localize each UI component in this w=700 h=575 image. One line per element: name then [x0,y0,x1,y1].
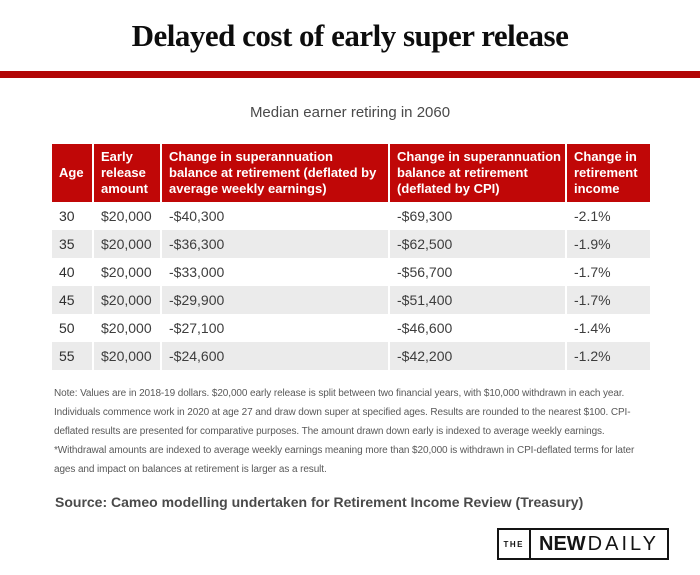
cell-age: 40 [59,264,75,280]
cell-age: 35 [52,230,92,258]
cell-balance-cpi: -$46,600 [388,314,565,342]
cell-balance-cpi: -$51,400 [388,286,565,314]
cell-retirement-income: -1.4% [565,314,650,342]
cell-early-release: $20,000 [92,342,160,370]
column-header-balance-awe: Change in superannuation balance at reti… [160,144,388,202]
cell-early-release: $20,000 [92,258,160,286]
cell-age: 45 [52,286,92,314]
column-header-early-release: Early release amount [92,144,160,202]
cell-balance-awe: -$24,600 [160,342,388,370]
cell-balance-cpi: -$69,300 [388,202,565,230]
cell-balance-awe: -$27,100 [160,314,388,342]
data-table: Age Early release amount Change in super… [52,144,650,370]
table-row: 50 $20,000 -$27,100 -$46,600 -1.4% [52,314,650,342]
logo-daily-label: DAILY [587,533,659,555]
cell-retirement-income: -1.7% [565,286,650,314]
cell-age: 50 [59,320,75,336]
logo-new-label: NEW [539,533,586,555]
cell-balance-awe: -$40,300 [160,202,388,230]
page-title: Delayed cost of early super release [131,18,569,53]
cell-early-release: $20,000 [92,286,160,314]
cell-retirement-income: -2.1% [565,202,650,230]
cell-balance-cpi: -$42,200 [388,342,565,370]
logo-wordmark: NEW DAILY [531,530,667,558]
cell-retirement-income: -1.9% [565,230,650,258]
column-header-balance-cpi: Change in superannuation balance at reti… [388,144,565,202]
cell-balance-cpi: -$62,500 [388,230,565,258]
table-row: 30 $20,000 -$40,300 -$69,300 -2.1% [52,202,650,230]
cell-balance-awe: -$29,900 [160,286,388,314]
table-header-row: Age Early release amount Change in super… [52,144,650,202]
column-header-retirement-income: Change in retirement income [565,144,650,202]
table-row: 45 $20,000 -$29,900 -$51,400 -1.7% [52,286,650,314]
footnote-text: Note: Values are in 2018-19 dollars. $20… [54,388,635,475]
cell-age: 30 [59,208,75,224]
cell-early-release: $20,000 [92,202,160,230]
chart-subtitle: Median earner retiring in 2060 [249,104,451,121]
cell-balance-awe: -$33,000 [160,258,388,286]
logo-the-label: THE [499,530,531,558]
column-header-age: Age [52,144,92,202]
cell-early-release: $20,000 [92,314,160,342]
cell-balance-awe: -$36,300 [160,230,388,258]
cell-balance-cpi: -$56,700 [388,258,565,286]
new-daily-logo: THE NEW DAILY [496,528,669,560]
table-row: 55 $20,000 -$24,600 -$42,200 -1.2% [52,342,650,370]
red-divider [0,71,700,78]
cell-retirement-income: -1.2% [565,342,650,370]
cell-age: 55 [52,342,92,370]
table-row: 35 $20,000 -$36,300 -$62,500 -1.9% [52,230,650,258]
cell-early-release: $20,000 [92,230,160,258]
cell-retirement-income: -1.7% [565,258,650,286]
table-row: 40 $20,000 -$33,000 -$56,700 -1.7% [52,258,650,286]
source-attribution: Source: Cameo modelling undertaken for R… [55,494,584,510]
